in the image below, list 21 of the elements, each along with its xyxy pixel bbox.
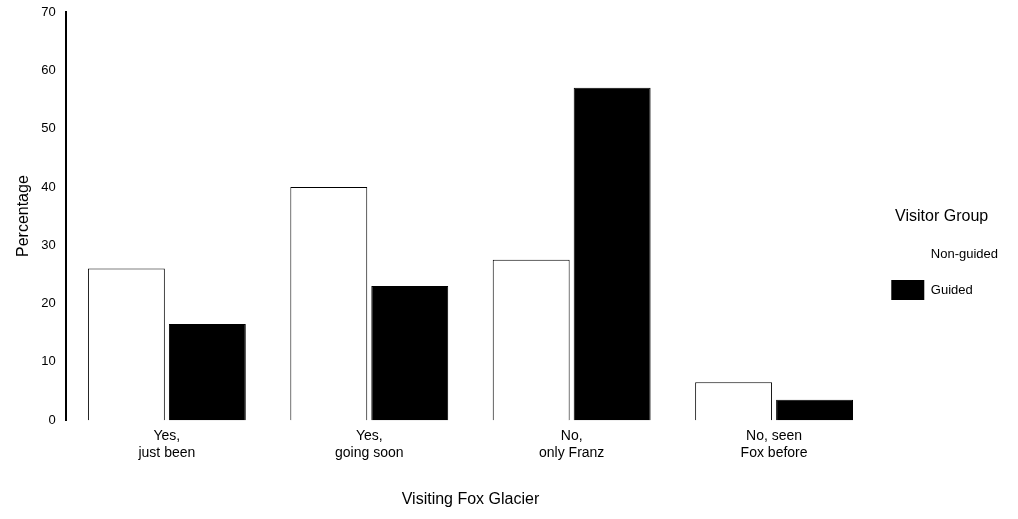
y-tick-label: 70 [41, 3, 56, 19]
x-tick-label: No, only Franz [539, 427, 605, 461]
x-axis-title: Visiting Fox Glacier [401, 489, 540, 507]
x-tick-label: Yes, going soon [335, 427, 404, 461]
y-axis-title: Percentage [14, 175, 32, 258]
legend-title: Visitor Group [895, 207, 989, 225]
y-tick-label: 60 [41, 61, 56, 77]
x-tick-label: Yes, just been [137, 427, 196, 461]
text: Non-guided [930, 245, 998, 261]
bar [371, 286, 449, 421]
y-tick-label: 50 [41, 120, 56, 136]
y-tick-label: 40 [41, 178, 56, 194]
bar [168, 323, 246, 421]
y-tick-label: 10 [41, 353, 56, 369]
x-tick-label: No, seen Fox before [740, 427, 808, 461]
y-tick-label: 20 [41, 295, 56, 311]
bar [573, 87, 651, 421]
y-tick-label: 0 [48, 411, 56, 427]
y-tick-label: 30 [41, 236, 56, 252]
bar [776, 399, 854, 421]
legend-label: Guided [930, 281, 973, 297]
